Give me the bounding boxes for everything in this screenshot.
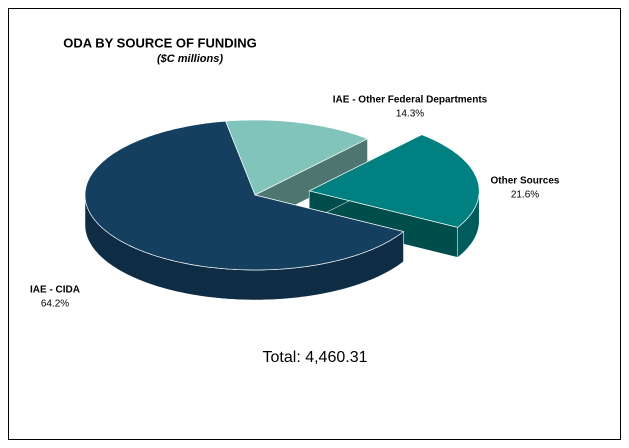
chart-subtitle: ($C millions) xyxy=(157,53,223,65)
slice-value-label: 14.3% xyxy=(396,109,424,120)
chart-title: ODA BY SOURCE OF FUNDING xyxy=(63,35,257,50)
slice-label: Other Sources xyxy=(491,176,560,187)
slice-value-label: 21.6% xyxy=(511,190,539,201)
slice xyxy=(224,119,369,196)
slice-label: IAE - CIDA xyxy=(30,285,80,296)
slice xyxy=(84,120,405,271)
slice-label: IAE - Other Federal Departments xyxy=(333,95,488,106)
slice-value-label: 64.2% xyxy=(41,299,69,310)
total-annotation: Total: 4,460.31 xyxy=(263,349,368,366)
slice xyxy=(308,134,480,228)
